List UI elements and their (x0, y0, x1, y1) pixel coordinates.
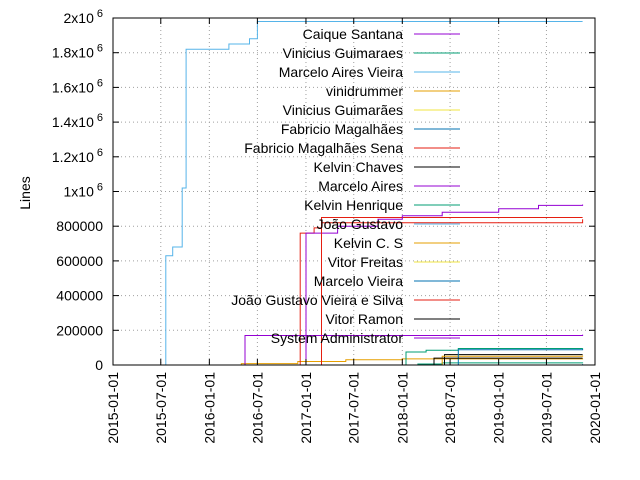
y-tick-label: 600000 (56, 253, 103, 269)
y-tick-label: 400000 (56, 288, 103, 304)
y-tick-label: 800000 (56, 218, 103, 234)
x-tick-label: 2019-07-01 (538, 372, 554, 444)
legend-label: Vinicius Guimaraes (283, 45, 403, 61)
legend-label: vinidrummer (326, 83, 403, 99)
legend-label: System Administrator (271, 330, 404, 346)
y-axis-label: Lines (17, 176, 33, 209)
x-tick-label: 2017-01-01 (298, 372, 314, 444)
legend-label: Fabricio Magalhães (281, 121, 403, 137)
y-tick-label: 1.4x10 6 (52, 112, 103, 130)
legend-label: Vitor Freitas (328, 254, 403, 270)
x-tick-label: 2015-07-01 (153, 372, 169, 444)
legend-label: Fabricio Magalhães Sena (244, 140, 403, 156)
legend-label: João Gustavo Vieira e Silva (231, 292, 403, 308)
legend-label: Marcelo Aires Vieira (279, 64, 403, 80)
legend-label: Kelvin Chaves (314, 159, 404, 175)
y-tick-label: 1.8x10 6 (52, 43, 103, 61)
legend-label: João Gustavo (317, 216, 404, 232)
legend-label: Vinicius Guimarães (283, 102, 403, 118)
x-tick-label: 2016-01-01 (201, 372, 217, 444)
series-line (402, 348, 584, 366)
y-tick-label: 0 (95, 357, 103, 373)
x-axis-ticks: 2015-01-01 2015-07-01 2016-01-01 2016-07-01… (105, 18, 603, 444)
series-line (434, 355, 584, 366)
x-tick-label: 2016-07-01 (249, 372, 265, 444)
x-tick-label: 2015-01-01 (105, 372, 121, 444)
y-axis-ticks: 0 200000 400000 600000 800000 1x10 6 1.2x10 6 1.4… (52, 8, 595, 373)
legend-label: Marcelo Vieira (314, 273, 403, 289)
series-line (301, 204, 584, 366)
legend: Caique Santana Vinicius Guimaraes Marcelo … (231, 26, 460, 346)
series-line (152, 21, 583, 366)
series-line (293, 217, 583, 366)
x-tick-label: 2019-01-01 (491, 372, 507, 444)
legend-label: Marcelo Aires (318, 178, 403, 194)
legend-label: Kelvin C. S (334, 235, 403, 251)
x-tick-label: 2018-01-01 (394, 372, 410, 444)
y-tick-label: 2x10 6 (64, 8, 103, 26)
y-tick-label: 1x10 6 (64, 182, 103, 200)
y-tick-label: 200000 (56, 322, 103, 338)
legend-label: Kelvin Henrique (304, 197, 403, 213)
y-tick-label: 1.6x10 6 (52, 77, 103, 95)
x-tick-label: 2017-07-01 (346, 372, 362, 444)
legend-label: Vitor Ramon (325, 311, 403, 327)
series-line (225, 358, 584, 366)
legend-label: Caique Santana (303, 26, 404, 42)
x-tick-label: 2020-01-01 (587, 372, 603, 444)
x-tick-label: 2018-07-01 (442, 372, 458, 444)
y-tick-label: 1.2x10 6 (52, 147, 103, 165)
